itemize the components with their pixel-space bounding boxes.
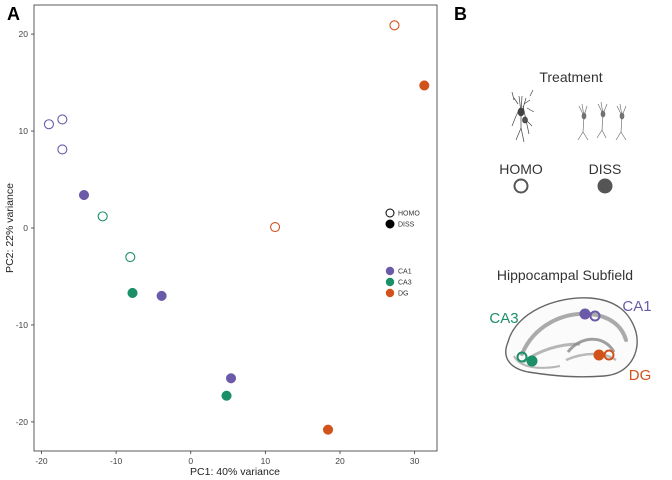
x-tick-label: 10 [261,456,271,466]
data-point-ca1-diss [225,373,237,384]
x-tick-label: -20 [35,456,48,466]
y-tick-label: 0 [23,223,28,233]
legend-diss-label: DISS [398,222,415,229]
x-axis-label: PC1: 40% variance [190,466,280,478]
y-axis-label: PC2: 22% variance [4,183,16,273]
legend-dg-label: DG [398,291,409,298]
x-tick-label: 30 [410,456,420,466]
data-point-ca3-homo [125,252,136,263]
legend-dg-symbol [385,288,395,298]
x-tick-label: 0 [188,456,193,466]
data-point-ca3-diss [127,287,138,299]
panel-b-label: B [454,4,467,24]
legend-ca3-symbol [385,277,395,287]
legend-homo-label: HOMO [398,211,420,218]
data-point-ca1-diss [78,189,90,201]
data-point-dg-diss [419,80,430,91]
data-point-ca1-diss [156,290,167,301]
data-point-ca1-homo [43,119,54,130]
y-tick-label: -20 [16,417,29,427]
x-tick-label: -10 [110,456,123,466]
data-point-dg-diss [322,424,334,435]
plot-panel-border [33,4,438,452]
data-points [43,20,430,435]
legend-ca1-symbol [385,266,395,276]
legend-ca3-label: CA3 [398,280,412,287]
data-point-ca1-homo [57,114,68,125]
y-tick-label: 10 [19,126,29,136]
y-axis: -20 -10 0 10 20 [16,29,34,427]
legend-diss-symbol [385,219,395,229]
data-point-ca3-diss [221,390,232,401]
legend-homo-symbol [385,208,395,218]
data-point-dg-homo [389,20,400,31]
data-point-ca3-homo [97,211,108,222]
x-axis: -20 -10 0 10 20 30 [35,451,420,466]
y-tick-label: 20 [19,29,29,39]
legends: HOMO DISS CA1 CA3 DG [385,208,420,298]
y-tick-label: -10 [16,320,29,330]
panel-a-label: A [7,4,20,24]
data-point-dg-homo [270,221,281,233]
legend-ca1-label: CA1 [398,269,412,276]
x-tick-label: 20 [335,456,345,466]
data-point-ca1-homo [57,144,68,155]
